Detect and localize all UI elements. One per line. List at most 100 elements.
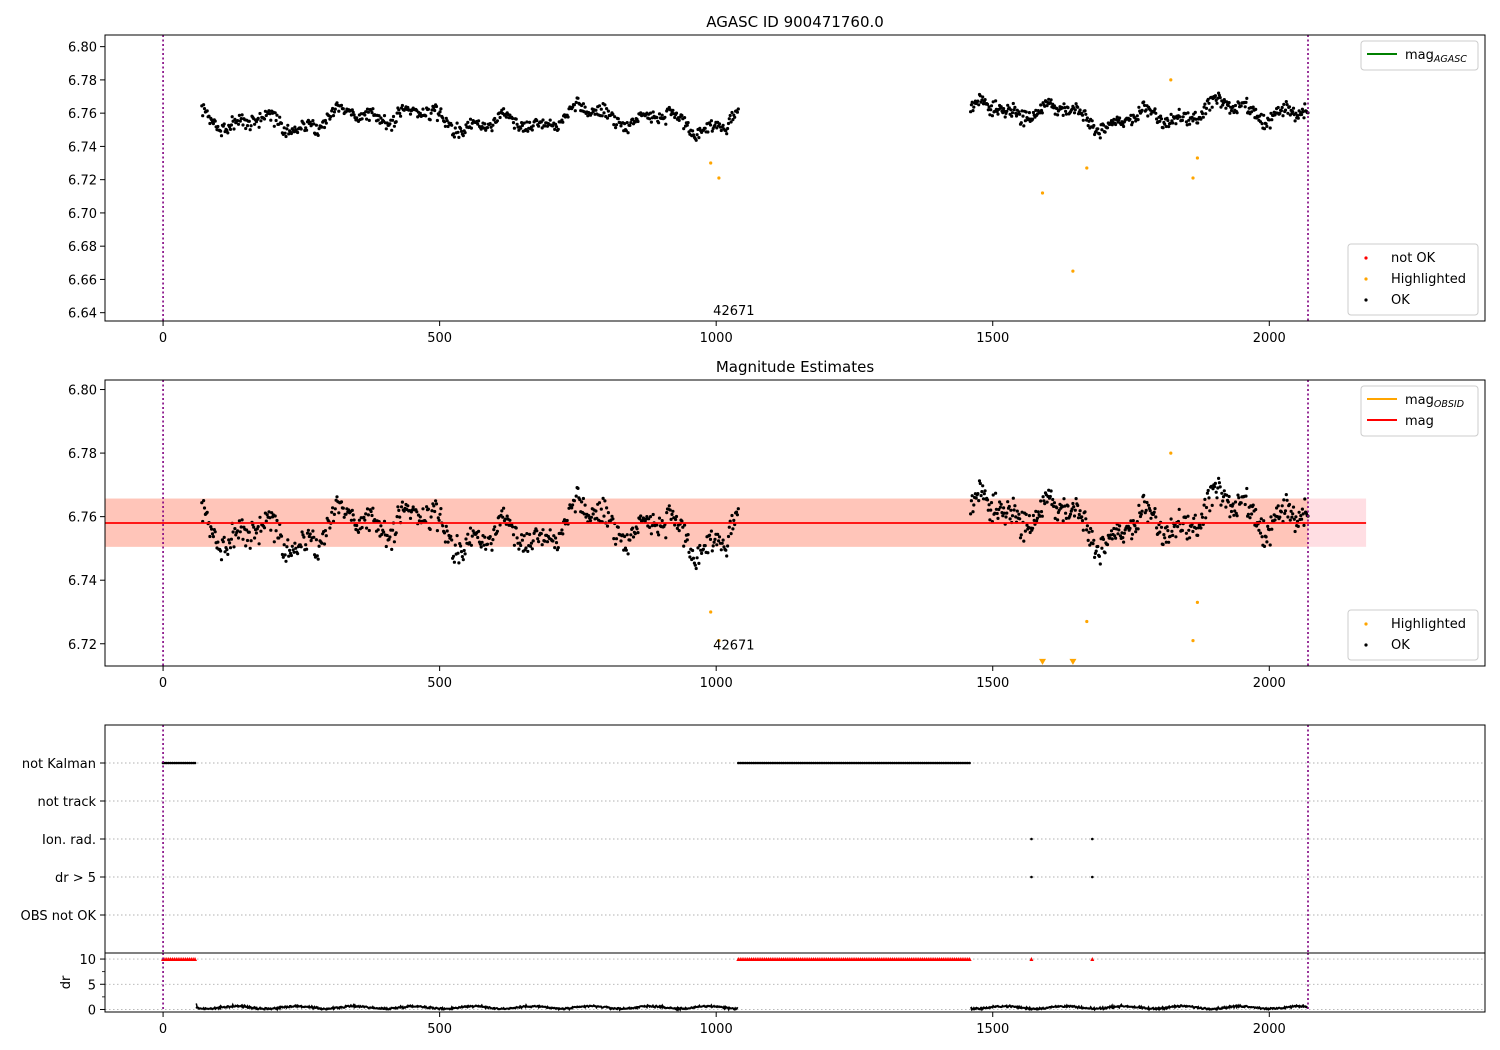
flag-point — [793, 761, 796, 765]
ok-point — [482, 543, 486, 547]
ok-point — [635, 527, 639, 531]
flag-point — [836, 761, 840, 765]
ok-point — [703, 126, 707, 130]
figure-title: AGASC ID 900471760.0 — [706, 13, 884, 31]
ok-point — [1062, 102, 1066, 106]
ok-point — [1140, 509, 1144, 513]
ok-point — [721, 123, 725, 127]
ok-point — [491, 123, 495, 127]
ok-point — [1148, 509, 1152, 513]
flag-point — [928, 761, 932, 765]
ok-point — [573, 510, 577, 514]
ok-point — [528, 532, 532, 537]
ok-point — [1281, 114, 1285, 118]
plot-area — [105, 953, 1485, 1012]
ok-point — [977, 103, 981, 107]
ok-point — [1114, 122, 1118, 127]
ok-point — [459, 550, 464, 554]
ok-point — [1023, 119, 1027, 123]
ok-point — [253, 122, 257, 126]
flag-category-label: OBS not OK — [21, 909, 97, 924]
ok-point — [462, 548, 466, 553]
legend-marker — [1364, 622, 1368, 626]
ok-point — [574, 494, 578, 498]
ok-point — [1142, 493, 1146, 497]
ok-point — [483, 122, 487, 126]
flag-point — [804, 761, 808, 765]
ok-point — [1028, 530, 1032, 535]
ok-point — [1035, 519, 1039, 523]
ok-point — [208, 534, 212, 539]
ok-point — [612, 537, 616, 541]
ok-point — [305, 128, 309, 132]
flag-point — [966, 761, 969, 765]
ok-point — [1074, 102, 1078, 106]
ok-point — [1022, 539, 1026, 543]
ok-point — [273, 514, 277, 518]
ok-point — [248, 546, 252, 550]
ok-point — [200, 501, 204, 505]
ok-point — [1097, 132, 1101, 136]
ok-point — [972, 503, 976, 507]
axes-frame — [104, 379, 1486, 667]
ok-point — [460, 555, 464, 559]
ok-point — [1220, 491, 1224, 495]
ok-point — [1254, 107, 1258, 111]
ok-point — [528, 544, 533, 548]
ok-point — [468, 526, 473, 530]
ok-point — [1303, 102, 1307, 106]
ok-point — [671, 108, 675, 112]
ok-point — [418, 111, 422, 115]
ok-point — [1233, 500, 1238, 504]
flag-point — [806, 761, 810, 765]
ok-point — [1216, 96, 1220, 100]
ok-point — [628, 123, 632, 127]
ok-point — [1199, 526, 1203, 530]
ok-point — [476, 535, 480, 540]
flag-point — [787, 761, 791, 765]
ok-point — [1142, 103, 1147, 107]
ok-point — [1101, 123, 1106, 127]
ok-point — [257, 125, 261, 129]
ok-point — [717, 122, 722, 126]
ok-point — [1300, 517, 1304, 521]
ok-point — [989, 501, 994, 505]
ok-point — [1188, 122, 1192, 126]
ok-point — [1085, 116, 1089, 120]
ok-point — [681, 525, 685, 529]
ok-point — [328, 526, 332, 530]
ok-point — [1055, 106, 1059, 111]
y-tick-label: 10 — [79, 953, 96, 968]
ok-point — [560, 528, 564, 532]
flag-point — [893, 761, 896, 765]
ok-point — [667, 504, 671, 508]
ok-point — [1091, 542, 1095, 546]
ok-point — [367, 118, 371, 122]
ok-point — [1034, 108, 1038, 112]
ok-point — [396, 505, 400, 509]
ok-point — [508, 518, 512, 522]
ok-point — [1158, 119, 1162, 123]
ok-point — [698, 543, 702, 548]
ok-point — [972, 105, 976, 109]
ok-point — [1007, 504, 1011, 509]
highlighted-point — [1085, 166, 1089, 170]
ok-point — [633, 532, 637, 536]
ok-point — [415, 510, 419, 514]
ok-point — [1224, 505, 1228, 509]
legend-label: Highlighted — [1391, 272, 1466, 287]
offscale-marker — [1039, 658, 1047, 665]
ok-point — [688, 555, 692, 559]
ok-point — [1288, 518, 1292, 522]
ok-point — [1259, 112, 1263, 116]
ok-point — [545, 540, 550, 544]
ok-point — [719, 128, 723, 133]
ok-point — [1010, 111, 1015, 115]
ok-point — [1014, 515, 1018, 519]
ok-point — [229, 123, 233, 127]
ok-point — [619, 539, 623, 543]
ok-point — [520, 533, 524, 537]
ok-point — [228, 127, 233, 131]
ok-point — [455, 121, 459, 125]
ok-point — [717, 535, 722, 539]
